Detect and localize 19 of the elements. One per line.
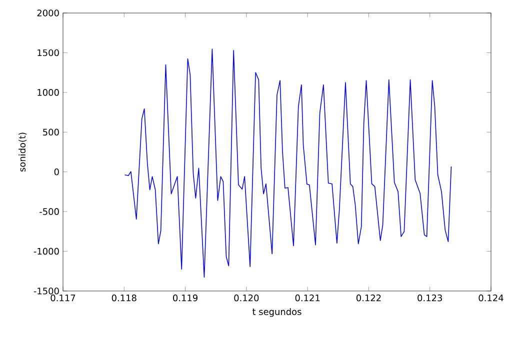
x-tick-label: 0.118 [112, 294, 136, 302]
y-tick-label: 1500 [38, 49, 59, 56]
x-tick-label: 0.122 [356, 294, 381, 302]
x-tick-label: 0.124 [478, 294, 504, 302]
y-tick-label: 0 [54, 168, 59, 176]
x-tick-label: 0.123 [418, 294, 442, 302]
x-axis-title: t segundos [252, 308, 302, 317]
y-axis-title: sonido(t) [18, 132, 27, 172]
x-tick-label: 0.121 [295, 294, 320, 302]
x-tick-label: 0.117 [50, 294, 76, 302]
x-tick-label: 0.119 [173, 294, 198, 302]
x-tick-label: 0.120 [234, 294, 259, 302]
y-tick-label: 1000 [38, 89, 59, 96]
y-tick-label: -1000 [34, 248, 59, 255]
y-tick-label: 500 [43, 128, 59, 136]
line-series [124, 48, 452, 278]
y-tick-label: 2000 [37, 10, 59, 16]
y-tick-label: -1500 [34, 288, 59, 294]
y-tick-label: -500 [40, 208, 59, 215]
